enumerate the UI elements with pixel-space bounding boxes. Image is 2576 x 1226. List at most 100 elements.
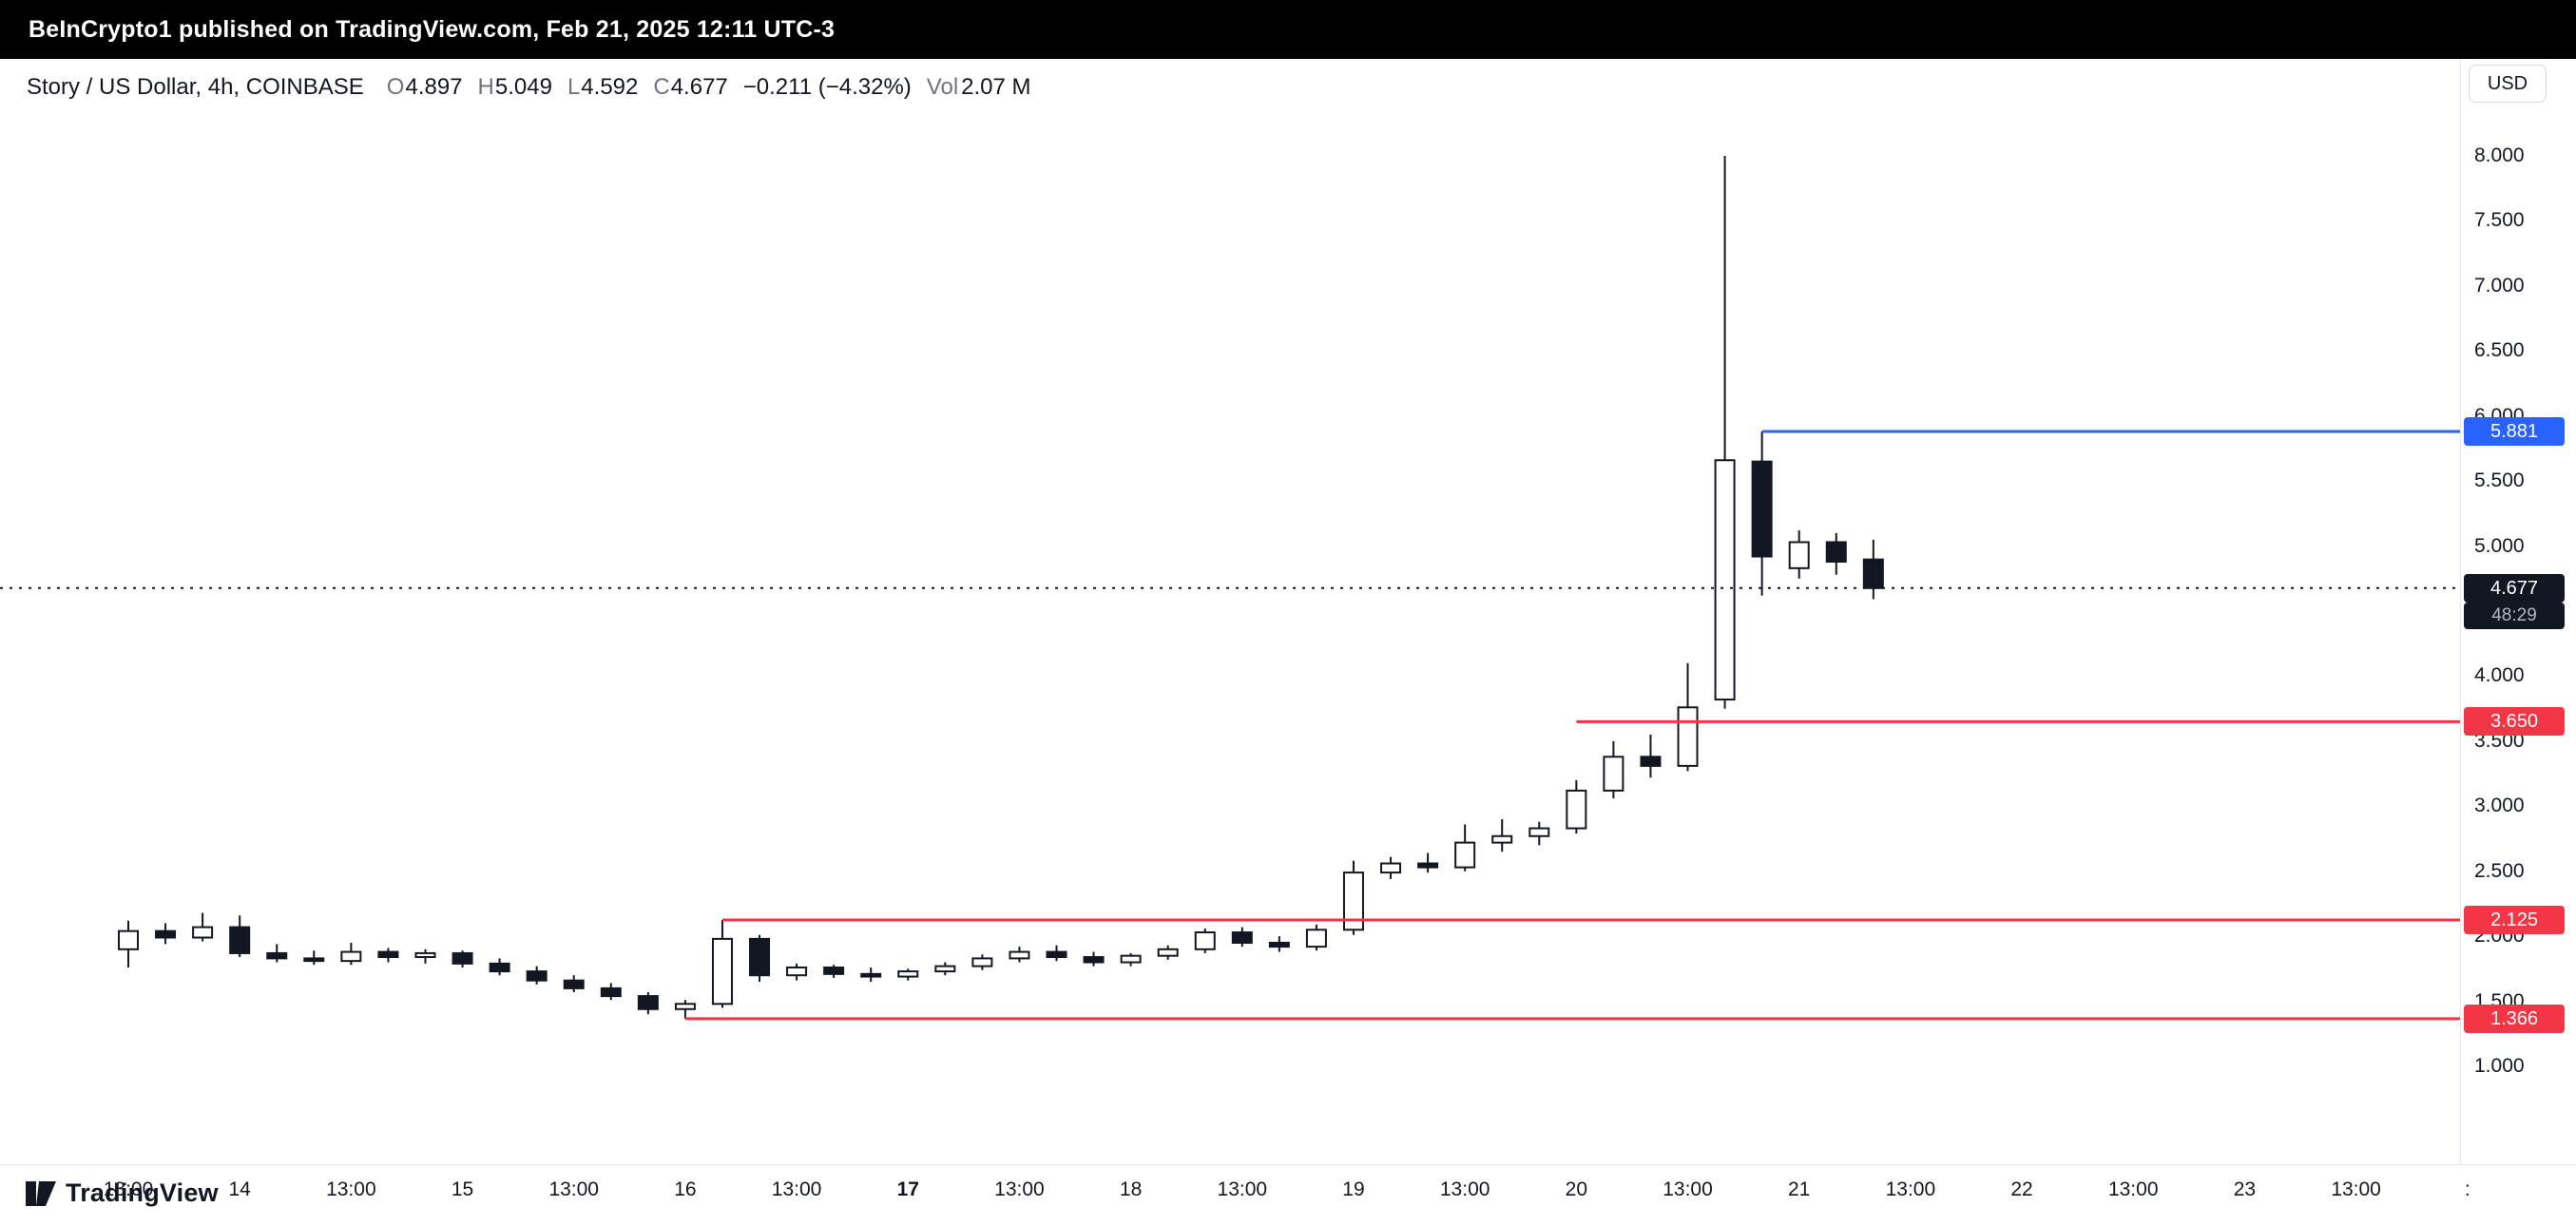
candle-down — [1862, 558, 1884, 589]
candle-up — [1194, 931, 1216, 950]
candle-up — [934, 965, 956, 973]
ohlc-high-value: 5.049 — [494, 74, 552, 100]
price-tick: 7.500 — [2474, 209, 2525, 232]
symbol-title[interactable]: Story / US Dollar, 4h, COINBASE — [27, 74, 364, 100]
time-label: : — [2464, 1178, 2470, 1200]
candle-up — [1528, 827, 1550, 837]
candle-up — [711, 937, 733, 1006]
ohlc-open-value: 4.897 — [405, 74, 463, 100]
volume-value: 2.07 M — [961, 74, 1031, 100]
candle-down — [1046, 950, 1067, 959]
time-label: 13:00 — [103, 1178, 154, 1200]
ohlc-high-label: H — [477, 74, 494, 100]
ohlc-close-value: 4.677 — [670, 74, 728, 100]
candle-down — [526, 970, 548, 982]
candle-down — [860, 972, 882, 978]
price-tick: 6.500 — [2474, 339, 2525, 362]
candle-up — [674, 1003, 696, 1010]
time-label: 20 — [1565, 1178, 1588, 1200]
time-label: 13:00 — [994, 1178, 1045, 1200]
candle-up — [1305, 929, 1327, 948]
level-price-label[interactable]: 2.125 — [2464, 906, 2565, 935]
candle-down — [1083, 956, 1105, 964]
candle-down — [155, 929, 177, 939]
candle-up — [1120, 954, 1142, 964]
time-label: 15 — [451, 1178, 474, 1200]
time-label: 23 — [2233, 1178, 2257, 1200]
price-axis-separator — [2460, 59, 2461, 1164]
price-tick: 5.000 — [2474, 534, 2525, 557]
candle-down — [600, 987, 622, 998]
change-value: −0.211 (−4.32%) — [742, 74, 912, 100]
price-axis[interactable]: 8.0007.5007.0006.5006.0005.5005.0004.500… — [2461, 59, 2576, 1164]
ohlc-low-label: L — [567, 74, 581, 100]
bar-countdown-label: 48:29 — [2464, 602, 2565, 629]
time-label: 13:00 — [771, 1178, 822, 1200]
currency-toggle-button[interactable]: USD — [2469, 65, 2547, 103]
level-price-label[interactable]: 3.650 — [2464, 707, 2565, 737]
time-label: 13:00 — [2107, 1178, 2159, 1200]
candle-up — [1491, 834, 1513, 844]
candle-down — [229, 926, 251, 954]
candle-down — [1268, 941, 1290, 948]
candle-down — [266, 951, 288, 960]
ohlc-open-label: O — [386, 74, 405, 100]
candle-up — [1342, 872, 1364, 931]
last-price-label: 4.677 — [2464, 573, 2565, 603]
candle-down — [1417, 862, 1439, 869]
price-tick: 3.000 — [2474, 795, 2525, 817]
ohlc-low: L4.592 — [567, 74, 638, 101]
candle-up — [340, 950, 362, 963]
candle-up — [786, 966, 808, 977]
time-axis[interactable]: 13:00 14 13:00 15 13:00 16 13:00 17 13:00 18 13:00… — [0, 1165, 2576, 1226]
candle-down — [303, 957, 325, 963]
time-label: 13:00 — [1217, 1178, 1268, 1200]
candle-up — [1157, 948, 1179, 957]
candle-down — [452, 951, 473, 965]
candle-up — [1009, 950, 1030, 960]
time-label: 17 — [896, 1178, 919, 1200]
candle-down — [823, 966, 845, 975]
candle-down — [1640, 756, 1662, 767]
candle-up — [192, 926, 214, 939]
chart-panel: Story / US Dollar, 4h, COINBASE O4.897 H… — [0, 59, 2576, 1226]
time-label: 13:00 — [1439, 1178, 1490, 1200]
time-label: 22 — [2010, 1178, 2033, 1200]
candle-up — [1788, 541, 1810, 569]
candle-up — [897, 970, 919, 978]
tradingview-logo-icon — [26, 1180, 56, 1206]
candle-up — [971, 957, 993, 967]
level-price-label[interactable]: 1.366 — [2464, 1004, 2565, 1033]
candle-up — [414, 951, 436, 959]
price-tick: 8.000 — [2474, 144, 2525, 166]
volume: Vol 2.07 M — [927, 74, 1031, 101]
candlestick-plot[interactable] — [0, 59, 2460, 1164]
time-label: 13:00 — [326, 1178, 376, 1200]
price-tick: 2.500 — [2474, 859, 2525, 882]
ohlc-close: C4.677 — [653, 74, 727, 101]
time-label: 13:00 — [1663, 1178, 1713, 1200]
volume-label: Vol — [926, 74, 959, 100]
candle-down — [749, 937, 771, 977]
price-tick: 4.000 — [2474, 664, 2525, 687]
time-label: 13:00 — [2331, 1178, 2381, 1200]
tradingview-logo[interactable]: TradingView — [25, 1178, 219, 1208]
candle-up — [1566, 789, 1587, 830]
price-tick: 1.000 — [2474, 1055, 2525, 1077]
candle-up — [1677, 706, 1699, 767]
time-label: 14 — [228, 1178, 251, 1200]
price-tick: 5.500 — [2474, 469, 2525, 492]
level-price-label[interactable]: 5.881 — [2464, 417, 2565, 446]
ohlc-close-label: C — [653, 74, 670, 100]
candle-down — [489, 962, 510, 973]
publish-banner-text: BeInCrypto1 published on TradingView.com… — [29, 15, 836, 43]
chart-legend: Story / US Dollar, 4h, COINBASE O4.897 H… — [27, 74, 1031, 101]
candle-down — [563, 979, 585, 989]
tradingview-logo-text: TradingView — [66, 1178, 219, 1207]
time-label: 18 — [1119, 1178, 1143, 1200]
candle-up — [1714, 459, 1736, 701]
publish-banner: BeInCrypto1 published on TradingView.com… — [0, 0, 2576, 59]
candle-down — [377, 950, 399, 959]
time-label: 16 — [674, 1178, 697, 1200]
time-axis-separator — [0, 1164, 2576, 1165]
